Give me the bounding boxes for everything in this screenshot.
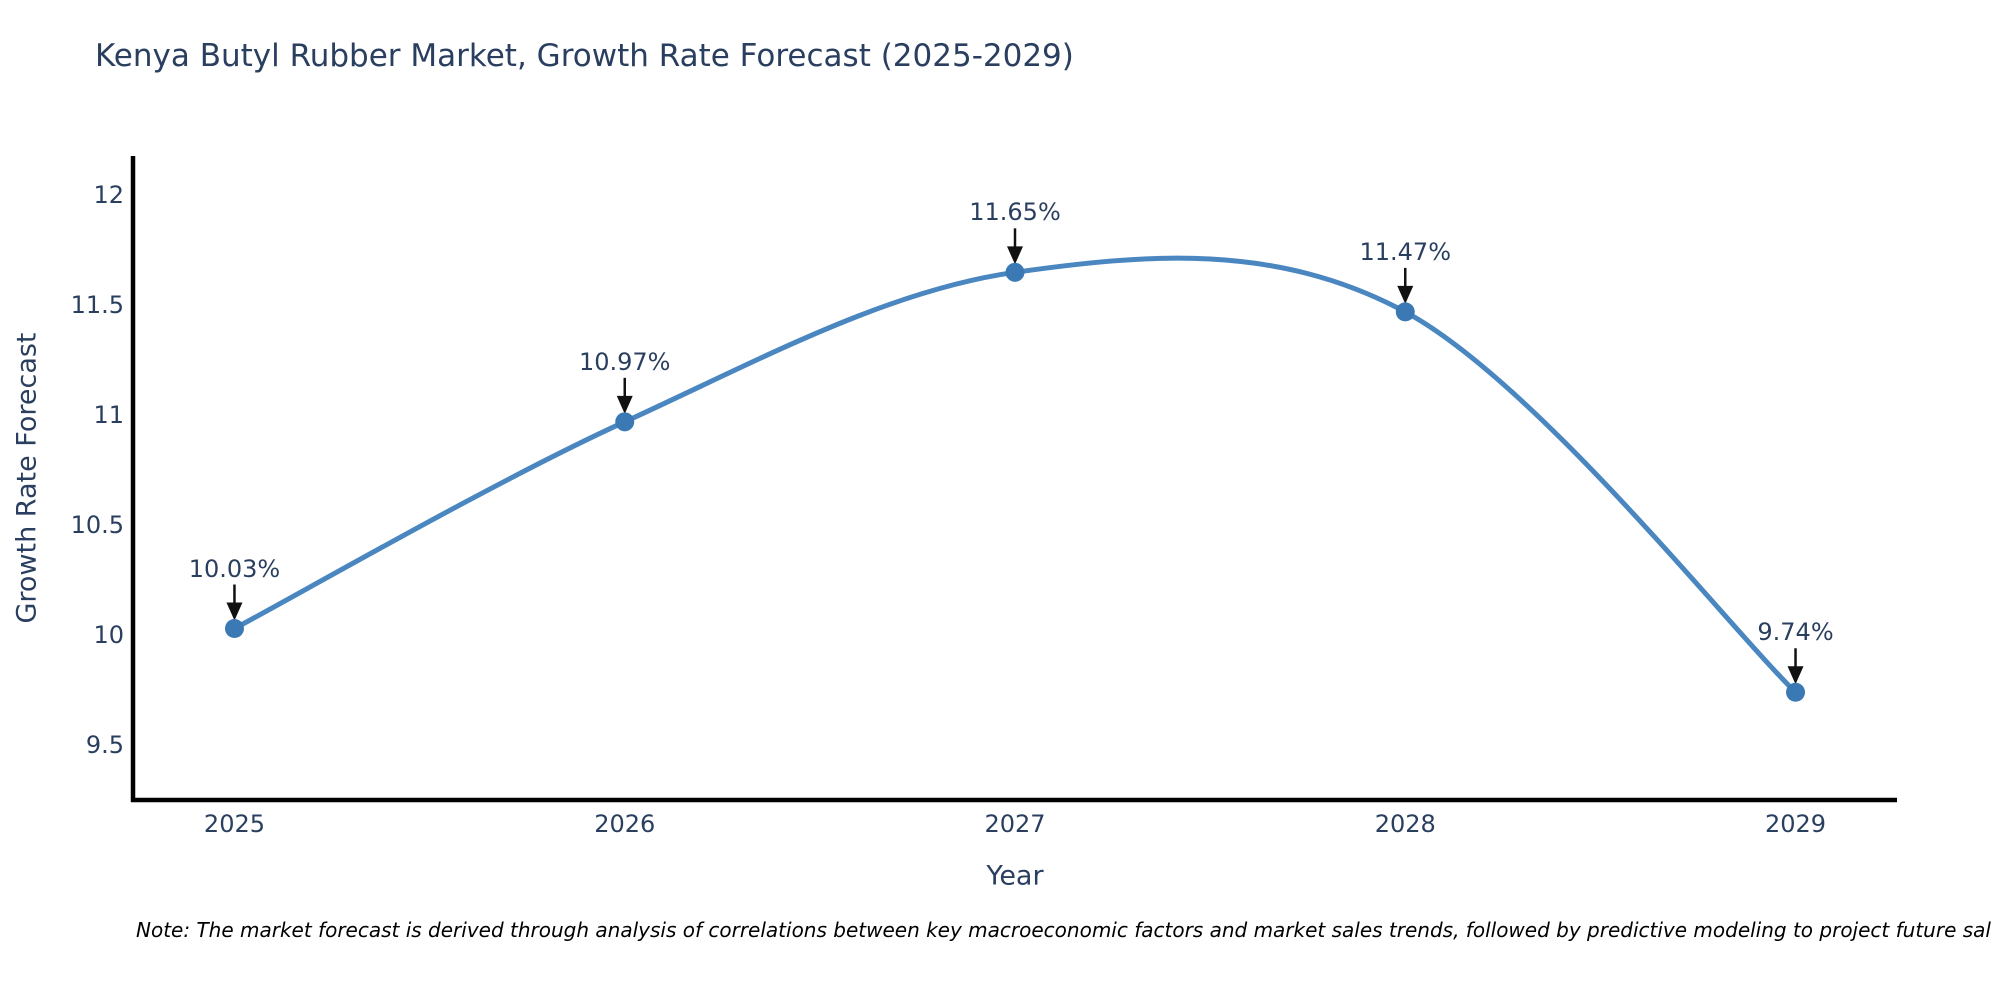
- annotation-arrowhead: [616, 395, 633, 414]
- y-tick-label: 12: [93, 181, 124, 210]
- x-tick-label: 2029: [1764, 810, 1827, 838]
- y-tick-label: 10: [93, 621, 124, 650]
- annotation-arrowhead: [1007, 246, 1023, 265]
- y-tick-label: 10.5: [70, 511, 124, 540]
- annotation-arrowhead: [1787, 666, 1804, 685]
- point-value-label: 11.65%: [969, 198, 1061, 227]
- annotation-arrowhead: [1397, 285, 1414, 304]
- x-axis-title: Year: [986, 860, 1044, 892]
- chart-title: Kenya Butyl Rubber Market, Growth Rate F…: [95, 38, 1074, 74]
- y-tick-label: 11.5: [70, 291, 124, 320]
- point-value-label: 10.97%: [578, 347, 671, 376]
- x-tick-label: 2027: [984, 810, 1046, 838]
- annotation-arrowhead: [226, 602, 243, 621]
- point-value-label: 9.74%: [1757, 618, 1834, 647]
- point-value-label: 10.03%: [188, 554, 281, 583]
- data-point-2026: [615, 412, 635, 432]
- data-point-2025: [224, 619, 244, 639]
- y-tick-label: 9.5: [85, 731, 124, 760]
- footnote: Note: The market forecast is derived thr…: [136, 918, 1991, 942]
- forecast-line: [231, 255, 1799, 695]
- y-tick-label: 11: [93, 401, 124, 430]
- x-tick-label: 2025: [203, 810, 266, 838]
- data-point-2027: [1005, 262, 1025, 282]
- x-tick-label: 2028: [1374, 810, 1436, 838]
- data-point-2028: [1395, 302, 1415, 322]
- data-point-2029: [1786, 682, 1806, 702]
- point-value-label: 11.47%: [1359, 237, 1452, 266]
- x-tick-label: 2026: [594, 810, 656, 838]
